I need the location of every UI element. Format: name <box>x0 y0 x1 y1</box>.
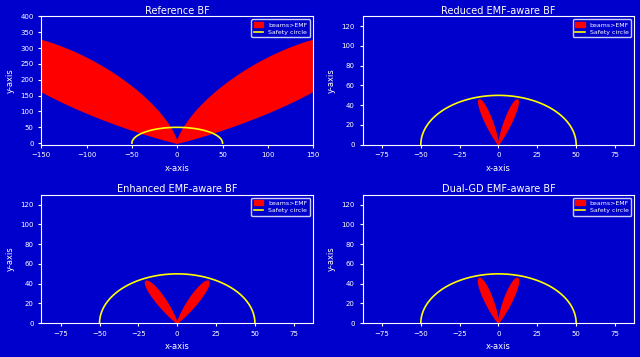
X-axis label: x-axis: x-axis <box>164 342 189 351</box>
Polygon shape <box>499 278 518 323</box>
X-axis label: x-axis: x-axis <box>486 342 511 351</box>
Polygon shape <box>479 100 499 145</box>
Y-axis label: y-axis: y-axis <box>6 247 15 271</box>
Y-axis label: y-axis: y-axis <box>6 68 15 93</box>
Polygon shape <box>145 281 177 323</box>
Polygon shape <box>479 278 499 323</box>
Polygon shape <box>0 35 177 143</box>
Legend: beams>EMF, Safety circle: beams>EMF, Safety circle <box>252 198 310 216</box>
Title: Enhanced EMF-aware BF: Enhanced EMF-aware BF <box>117 184 237 194</box>
Legend: beams>EMF, Safety circle: beams>EMF, Safety circle <box>252 20 310 37</box>
Polygon shape <box>177 281 209 323</box>
Polygon shape <box>499 100 518 145</box>
Title: Reference BF: Reference BF <box>145 6 209 16</box>
Title: Dual-GD EMF-aware BF: Dual-GD EMF-aware BF <box>442 184 556 194</box>
Polygon shape <box>177 35 365 143</box>
X-axis label: x-axis: x-axis <box>486 164 511 173</box>
Y-axis label: y-axis: y-axis <box>327 68 336 93</box>
Legend: beams>EMF, Safety circle: beams>EMF, Safety circle <box>573 198 631 216</box>
Legend: beams>EMF, Safety circle: beams>EMF, Safety circle <box>573 20 631 37</box>
X-axis label: x-axis: x-axis <box>164 164 189 173</box>
Y-axis label: y-axis: y-axis <box>327 247 336 271</box>
Title: Reduced EMF-aware BF: Reduced EMF-aware BF <box>441 6 556 16</box>
